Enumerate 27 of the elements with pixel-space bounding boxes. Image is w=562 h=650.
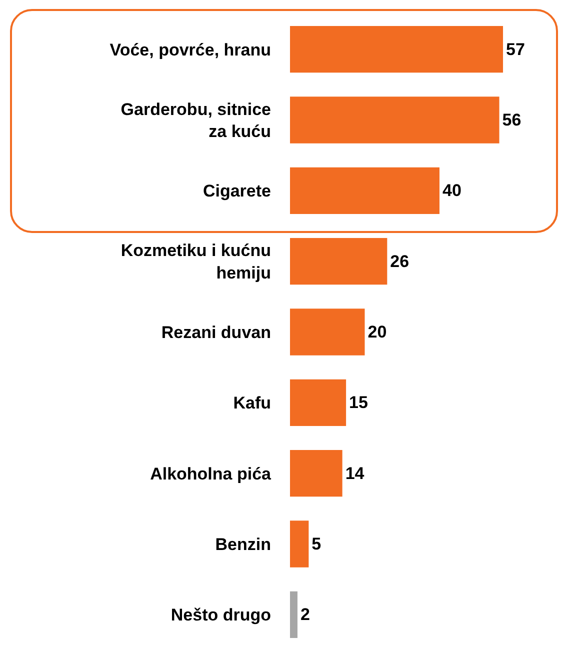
bar xyxy=(290,520,309,568)
y-tick-label: Voće, povrće, hranu xyxy=(110,40,271,60)
data-label: 15 xyxy=(349,393,368,412)
y-tick-label: Nešto drugo xyxy=(170,606,271,625)
data-label: 40 xyxy=(442,181,462,200)
bar xyxy=(290,379,346,426)
bar xyxy=(290,238,388,285)
y-tick-label: Alkoholna pića xyxy=(150,464,272,484)
data-label: 2 xyxy=(300,605,310,624)
data-label: 56 xyxy=(502,110,522,130)
y-tick-label: Garderobu, sitnice za kuću xyxy=(120,100,271,141)
y-tick-label: Benzin xyxy=(215,534,271,554)
bar xyxy=(290,26,504,73)
bar xyxy=(290,308,365,356)
bar xyxy=(290,591,298,638)
y-tick-label: Cigarete xyxy=(202,182,271,201)
data-label: 57 xyxy=(506,40,525,59)
bar xyxy=(290,167,440,214)
data-label: 14 xyxy=(345,464,365,483)
y-tick-label: Kozmetiku i kućnu hemiju xyxy=(120,241,271,282)
bar xyxy=(290,96,500,144)
y-tick-label: Rezani duvan xyxy=(161,322,271,342)
bar xyxy=(290,450,342,497)
data-label: 20 xyxy=(368,322,387,342)
data-label: 26 xyxy=(390,252,410,271)
data-label: 5 xyxy=(312,534,322,554)
y-tick-label: Kafu xyxy=(233,394,271,413)
